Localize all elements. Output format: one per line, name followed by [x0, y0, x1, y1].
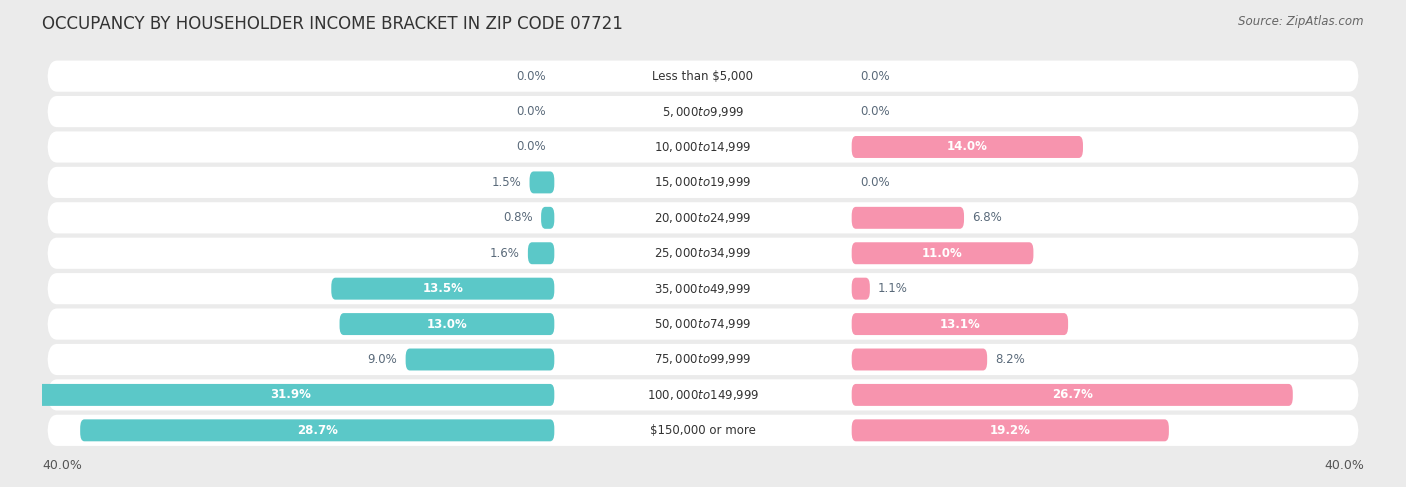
Text: 26.7%: 26.7%	[1052, 389, 1092, 401]
Text: 40.0%: 40.0%	[42, 459, 82, 472]
FancyBboxPatch shape	[852, 419, 1168, 441]
FancyBboxPatch shape	[332, 278, 554, 300]
Text: 0.0%: 0.0%	[860, 70, 890, 83]
FancyBboxPatch shape	[339, 313, 554, 335]
Text: $5,000 to $9,999: $5,000 to $9,999	[662, 105, 744, 118]
Text: 0.0%: 0.0%	[516, 140, 546, 153]
FancyBboxPatch shape	[80, 419, 554, 441]
FancyBboxPatch shape	[48, 96, 1358, 127]
Text: $35,000 to $49,999: $35,000 to $49,999	[654, 281, 752, 296]
Text: $150,000 or more: $150,000 or more	[650, 424, 756, 437]
Text: $100,000 to $149,999: $100,000 to $149,999	[647, 388, 759, 402]
FancyBboxPatch shape	[852, 242, 1033, 264]
FancyBboxPatch shape	[852, 349, 987, 371]
FancyBboxPatch shape	[852, 384, 1292, 406]
FancyBboxPatch shape	[48, 379, 1358, 411]
Text: $75,000 to $99,999: $75,000 to $99,999	[654, 353, 752, 367]
Text: 9.0%: 9.0%	[367, 353, 398, 366]
FancyBboxPatch shape	[48, 60, 1358, 92]
FancyBboxPatch shape	[48, 344, 1358, 375]
FancyBboxPatch shape	[530, 171, 554, 193]
Text: 1.1%: 1.1%	[879, 282, 908, 295]
Text: 19.2%: 19.2%	[990, 424, 1031, 437]
FancyBboxPatch shape	[48, 415, 1358, 446]
Text: Less than $5,000: Less than $5,000	[652, 70, 754, 83]
Text: 13.5%: 13.5%	[422, 282, 463, 295]
FancyBboxPatch shape	[48, 238, 1358, 269]
Text: 13.0%: 13.0%	[426, 318, 467, 331]
FancyBboxPatch shape	[48, 308, 1358, 339]
Text: 0.0%: 0.0%	[860, 176, 890, 189]
Text: 6.8%: 6.8%	[973, 211, 1002, 225]
Text: 40.0%: 40.0%	[1324, 459, 1364, 472]
Text: $15,000 to $19,999: $15,000 to $19,999	[654, 175, 752, 189]
FancyBboxPatch shape	[27, 384, 554, 406]
FancyBboxPatch shape	[541, 207, 554, 229]
FancyBboxPatch shape	[48, 167, 1358, 198]
FancyBboxPatch shape	[852, 313, 1069, 335]
FancyBboxPatch shape	[852, 136, 1083, 158]
Text: 31.9%: 31.9%	[270, 389, 311, 401]
Text: 0.8%: 0.8%	[503, 211, 533, 225]
FancyBboxPatch shape	[48, 131, 1358, 163]
Text: $20,000 to $24,999: $20,000 to $24,999	[654, 211, 752, 225]
Text: $25,000 to $34,999: $25,000 to $34,999	[654, 246, 752, 260]
FancyBboxPatch shape	[48, 202, 1358, 233]
FancyBboxPatch shape	[527, 242, 554, 264]
Text: $10,000 to $14,999: $10,000 to $14,999	[654, 140, 752, 154]
FancyBboxPatch shape	[852, 207, 965, 229]
Text: 8.2%: 8.2%	[995, 353, 1025, 366]
Text: 0.0%: 0.0%	[516, 105, 546, 118]
Text: OCCUPANCY BY HOUSEHOLDER INCOME BRACKET IN ZIP CODE 07721: OCCUPANCY BY HOUSEHOLDER INCOME BRACKET …	[42, 15, 623, 33]
Text: 1.6%: 1.6%	[489, 247, 520, 260]
FancyBboxPatch shape	[852, 278, 870, 300]
Text: 0.0%: 0.0%	[860, 105, 890, 118]
FancyBboxPatch shape	[48, 273, 1358, 304]
Text: 13.1%: 13.1%	[939, 318, 980, 331]
FancyBboxPatch shape	[405, 349, 554, 371]
Text: 1.5%: 1.5%	[492, 176, 522, 189]
Text: 11.0%: 11.0%	[922, 247, 963, 260]
Text: $50,000 to $74,999: $50,000 to $74,999	[654, 317, 752, 331]
Text: Source: ZipAtlas.com: Source: ZipAtlas.com	[1239, 15, 1364, 28]
Text: 28.7%: 28.7%	[297, 424, 337, 437]
Text: 0.0%: 0.0%	[516, 70, 546, 83]
Text: 14.0%: 14.0%	[946, 140, 988, 153]
